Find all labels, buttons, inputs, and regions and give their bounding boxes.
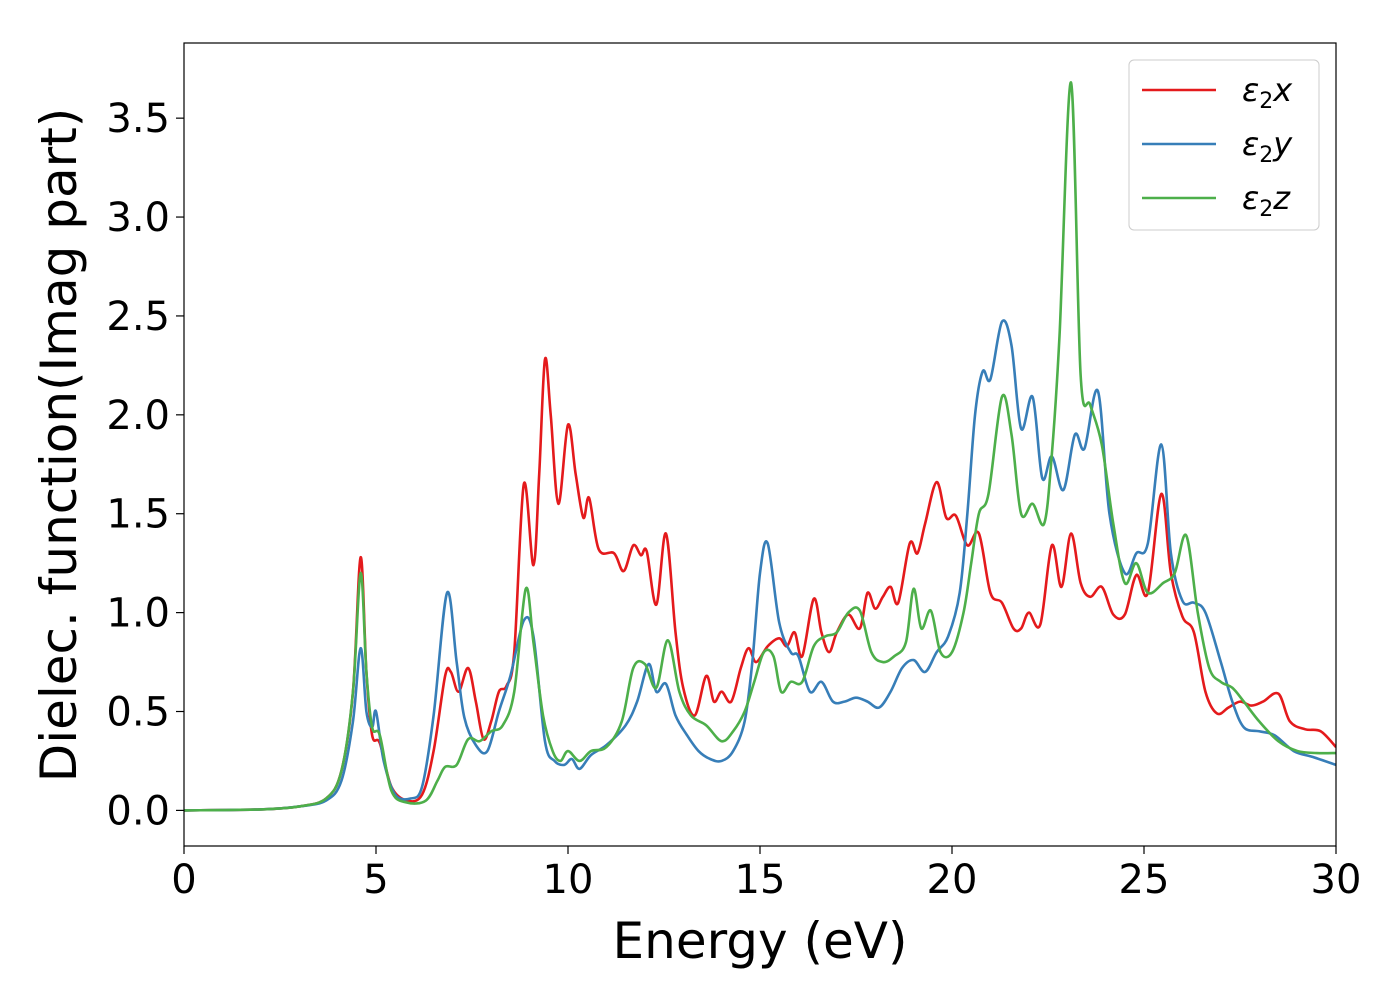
y-tick-label: 1.5 [106, 492, 170, 538]
legend-label: ε2y [1242, 125, 1293, 168]
legend-label: ε2z [1242, 179, 1291, 222]
y-axis-label: Dielec. function(Imag part) [30, 108, 88, 783]
x-axis-label: Energy (eV) [613, 912, 908, 970]
series-line-z [184, 81, 1336, 812]
x-tick-label: 0 [171, 857, 196, 903]
legend-box [1128, 59, 1320, 231]
y-tick-label: 1.0 [106, 591, 170, 637]
x-tick-label: 20 [927, 857, 978, 903]
y-tick-label: 2.5 [106, 294, 170, 340]
x-axis-ticks: 0 5 10 15 20 25 30 [171, 846, 1361, 903]
plot-area [184, 81, 1336, 812]
plot-frame [183, 42, 1337, 847]
y-axis-ticks: 0.0 0.5 1.0 1.5 2.0 2.5 3.0 3.5 [106, 96, 184, 834]
x-tick-label: 30 [1311, 857, 1362, 903]
y-tick-label: 3.0 [106, 195, 170, 241]
legend-label: ε2x [1242, 71, 1293, 114]
x-tick-label: 15 [735, 857, 786, 903]
x-tick-label: 10 [543, 857, 594, 903]
x-tick-label: 25 [1119, 857, 1170, 903]
y-tick-label: 2.0 [106, 393, 170, 439]
y-tick-label: 0.5 [106, 690, 170, 736]
y-tick-label: 0.0 [106, 788, 170, 834]
series-line-y [184, 319, 1336, 812]
y-tick-label: 3.5 [106, 96, 170, 142]
x-tick-label: 5 [363, 857, 388, 903]
legend: ε2x ε2y ε2z [1128, 59, 1320, 231]
